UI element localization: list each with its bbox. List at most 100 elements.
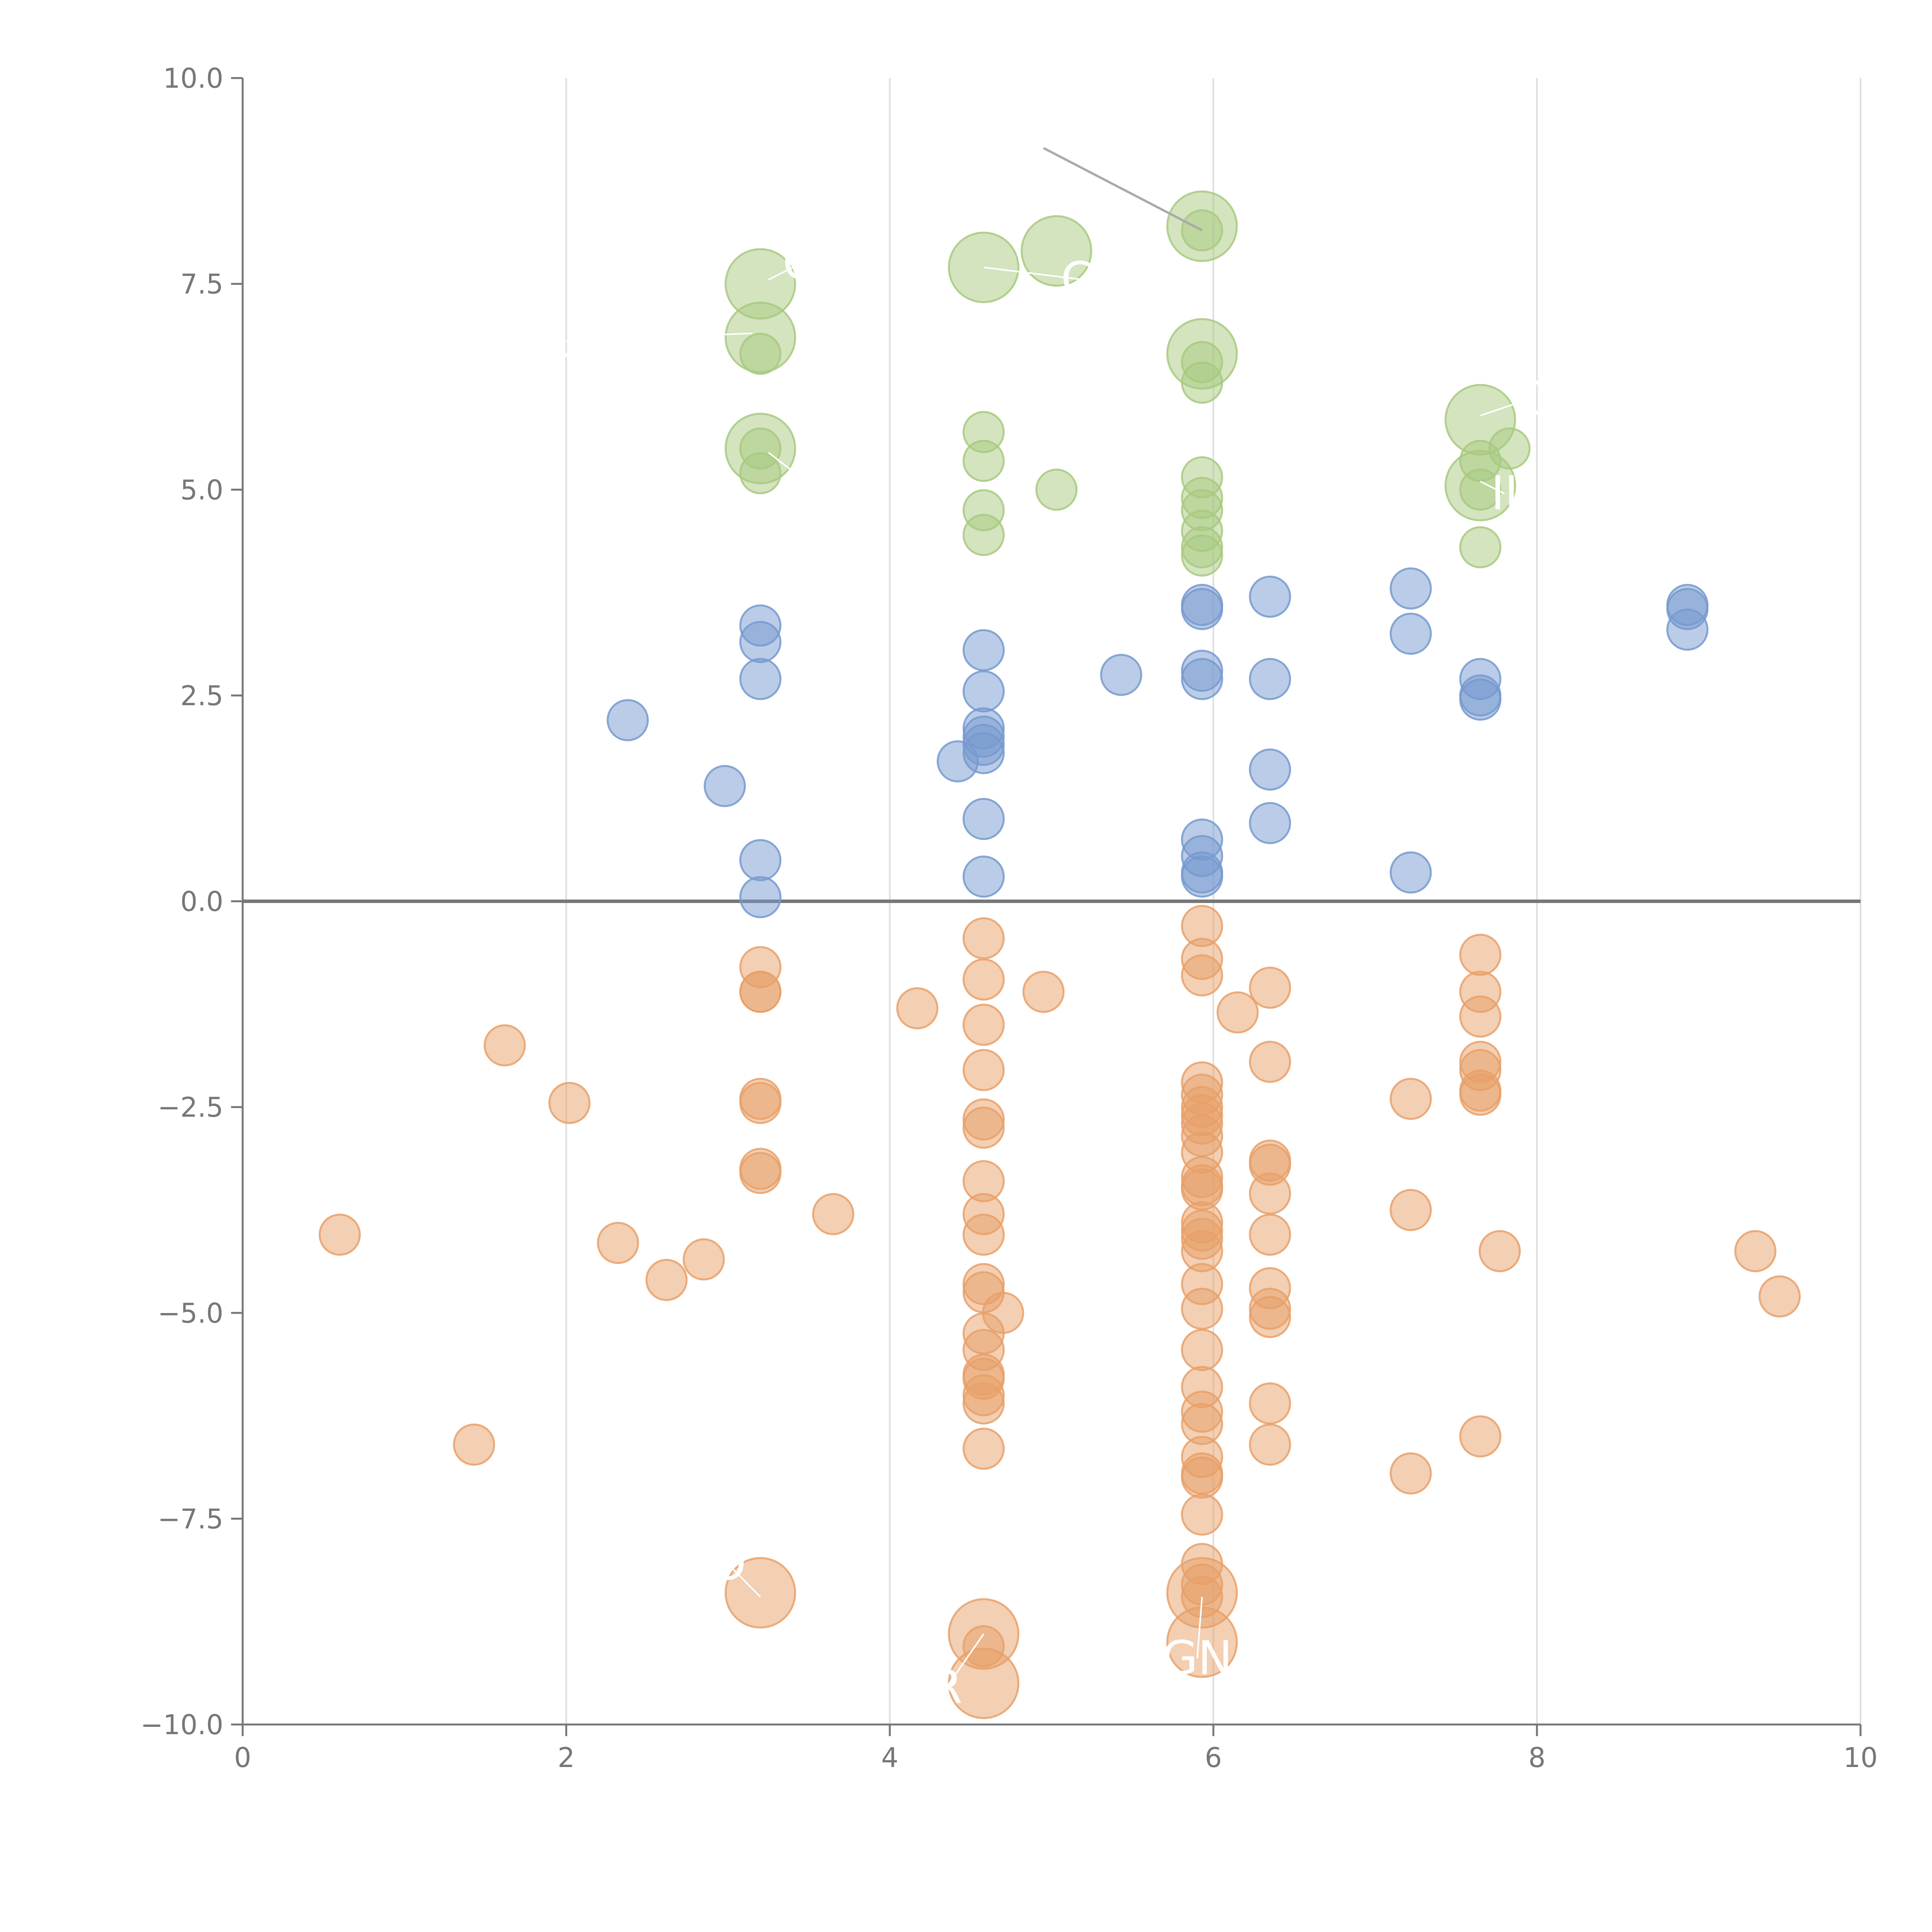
point-label: R xyxy=(930,1660,963,1714)
orange-point xyxy=(483,1024,526,1066)
orange-point xyxy=(1216,991,1259,1034)
blue-point xyxy=(1181,588,1223,630)
orange-point xyxy=(1389,1452,1432,1495)
annotation-leader xyxy=(768,262,801,281)
orange-point xyxy=(1249,1382,1291,1425)
orange-point xyxy=(963,1271,1005,1313)
x-tick-label: 0 xyxy=(234,1742,252,1774)
y-tick-label: −2.5 xyxy=(158,1092,223,1123)
blue-point xyxy=(1389,612,1432,655)
blue-point xyxy=(739,658,782,700)
orange-point xyxy=(1459,934,1502,976)
orange-point xyxy=(1022,971,1065,1013)
orange-point xyxy=(453,1423,495,1466)
green-point xyxy=(739,452,782,495)
blue-point xyxy=(1181,855,1223,898)
orange-point xyxy=(1249,1213,1291,1256)
blue-point xyxy=(1389,851,1432,894)
point-label: II xyxy=(1491,467,1518,520)
orange-point xyxy=(963,917,1005,959)
x-tick-label: 8 xyxy=(1528,1742,1546,1774)
blue-point xyxy=(1181,658,1223,700)
blue-point xyxy=(1100,654,1143,696)
point-label: C xyxy=(1513,372,1545,426)
blue-point xyxy=(1389,567,1432,610)
orange-point xyxy=(645,1259,688,1301)
orange-point xyxy=(1249,966,1291,1009)
annotation-leader xyxy=(983,267,1084,281)
point-label: L xyxy=(804,463,830,516)
green-point xyxy=(1181,534,1223,577)
orange-point xyxy=(1181,1456,1223,1499)
blue-point xyxy=(1249,658,1291,700)
point-label: CI xyxy=(1061,253,1107,306)
point-label: O xyxy=(710,1537,746,1591)
green-point xyxy=(739,333,782,375)
blue-point xyxy=(1249,802,1291,844)
orange-point xyxy=(1181,954,1223,997)
y-tick-label: −10.0 xyxy=(140,1709,223,1741)
orange-point xyxy=(963,1106,1005,1149)
orange-point xyxy=(1166,1606,1238,1678)
orange-point xyxy=(739,971,782,1013)
orange-point xyxy=(739,1152,782,1194)
orange-point xyxy=(1181,1287,1223,1330)
orange-point xyxy=(1181,1329,1223,1371)
green-point xyxy=(1035,468,1078,511)
y-tick-label: 7.5 xyxy=(180,269,223,300)
orange-point xyxy=(682,1238,725,1281)
blue-point xyxy=(963,798,1005,840)
blue-point xyxy=(704,765,746,807)
point-label: O xyxy=(782,236,819,290)
blue-point xyxy=(607,699,649,742)
orange-point xyxy=(548,1082,591,1124)
orange-point xyxy=(812,1193,854,1235)
x-tick-label: 2 xyxy=(558,1742,575,1774)
blue-point xyxy=(963,855,1005,898)
green-point xyxy=(1459,468,1502,511)
x-tick-label: 10 xyxy=(1843,1742,1878,1774)
x-tick-label: 6 xyxy=(1205,1742,1222,1774)
blue-point xyxy=(963,670,1005,713)
green-point xyxy=(1459,526,1502,568)
annotation-leader xyxy=(768,452,818,490)
orange-point xyxy=(1759,1275,1801,1318)
annotation-leader xyxy=(1196,1597,1203,1659)
blue-point xyxy=(1249,748,1291,791)
blue-point xyxy=(1666,608,1709,651)
axes: 10.0 7.5 5.0 2.5 0.0 −2.5 −5.0 −7.5 −10.0 0 2 4 6 8 10 xyxy=(140,63,1878,1774)
blue-point xyxy=(963,732,1005,774)
orange-point xyxy=(724,1557,796,1629)
orange-point xyxy=(1249,1172,1291,1215)
y-tick-label: −5.0 xyxy=(158,1298,223,1329)
orange-point xyxy=(963,1049,1005,1091)
annotation-leader xyxy=(558,332,752,342)
annotation-leader xyxy=(1480,398,1529,417)
orange-point xyxy=(963,1003,1005,1046)
y-tick-label: 2.5 xyxy=(180,680,223,712)
green-point xyxy=(1181,361,1223,404)
orange-point xyxy=(1181,1493,1223,1536)
orange-point xyxy=(597,1222,639,1264)
blue-point xyxy=(739,621,782,663)
orange-point xyxy=(1459,1073,1502,1116)
orange-point xyxy=(1478,1230,1521,1272)
orange-point xyxy=(1249,1423,1291,1466)
blue-point xyxy=(1249,575,1291,618)
orange-point xyxy=(1389,1078,1432,1120)
orange-point xyxy=(1459,995,1502,1038)
orange-point xyxy=(1459,1415,1502,1458)
x-tick-label: 4 xyxy=(881,1742,899,1774)
annotation-leader xyxy=(727,1563,761,1598)
y-tick-label: −7.5 xyxy=(158,1503,223,1535)
green-point xyxy=(963,440,1005,482)
orange-point xyxy=(1389,1189,1432,1231)
orange-point xyxy=(963,958,1005,1001)
annotation-leader xyxy=(946,1633,985,1688)
orange-point xyxy=(896,987,939,1029)
y-tick-label: 10.0 xyxy=(163,63,223,94)
orange-point xyxy=(739,1082,782,1124)
orange-point xyxy=(963,1213,1005,1256)
y-tick-label: 5.0 xyxy=(180,474,223,506)
